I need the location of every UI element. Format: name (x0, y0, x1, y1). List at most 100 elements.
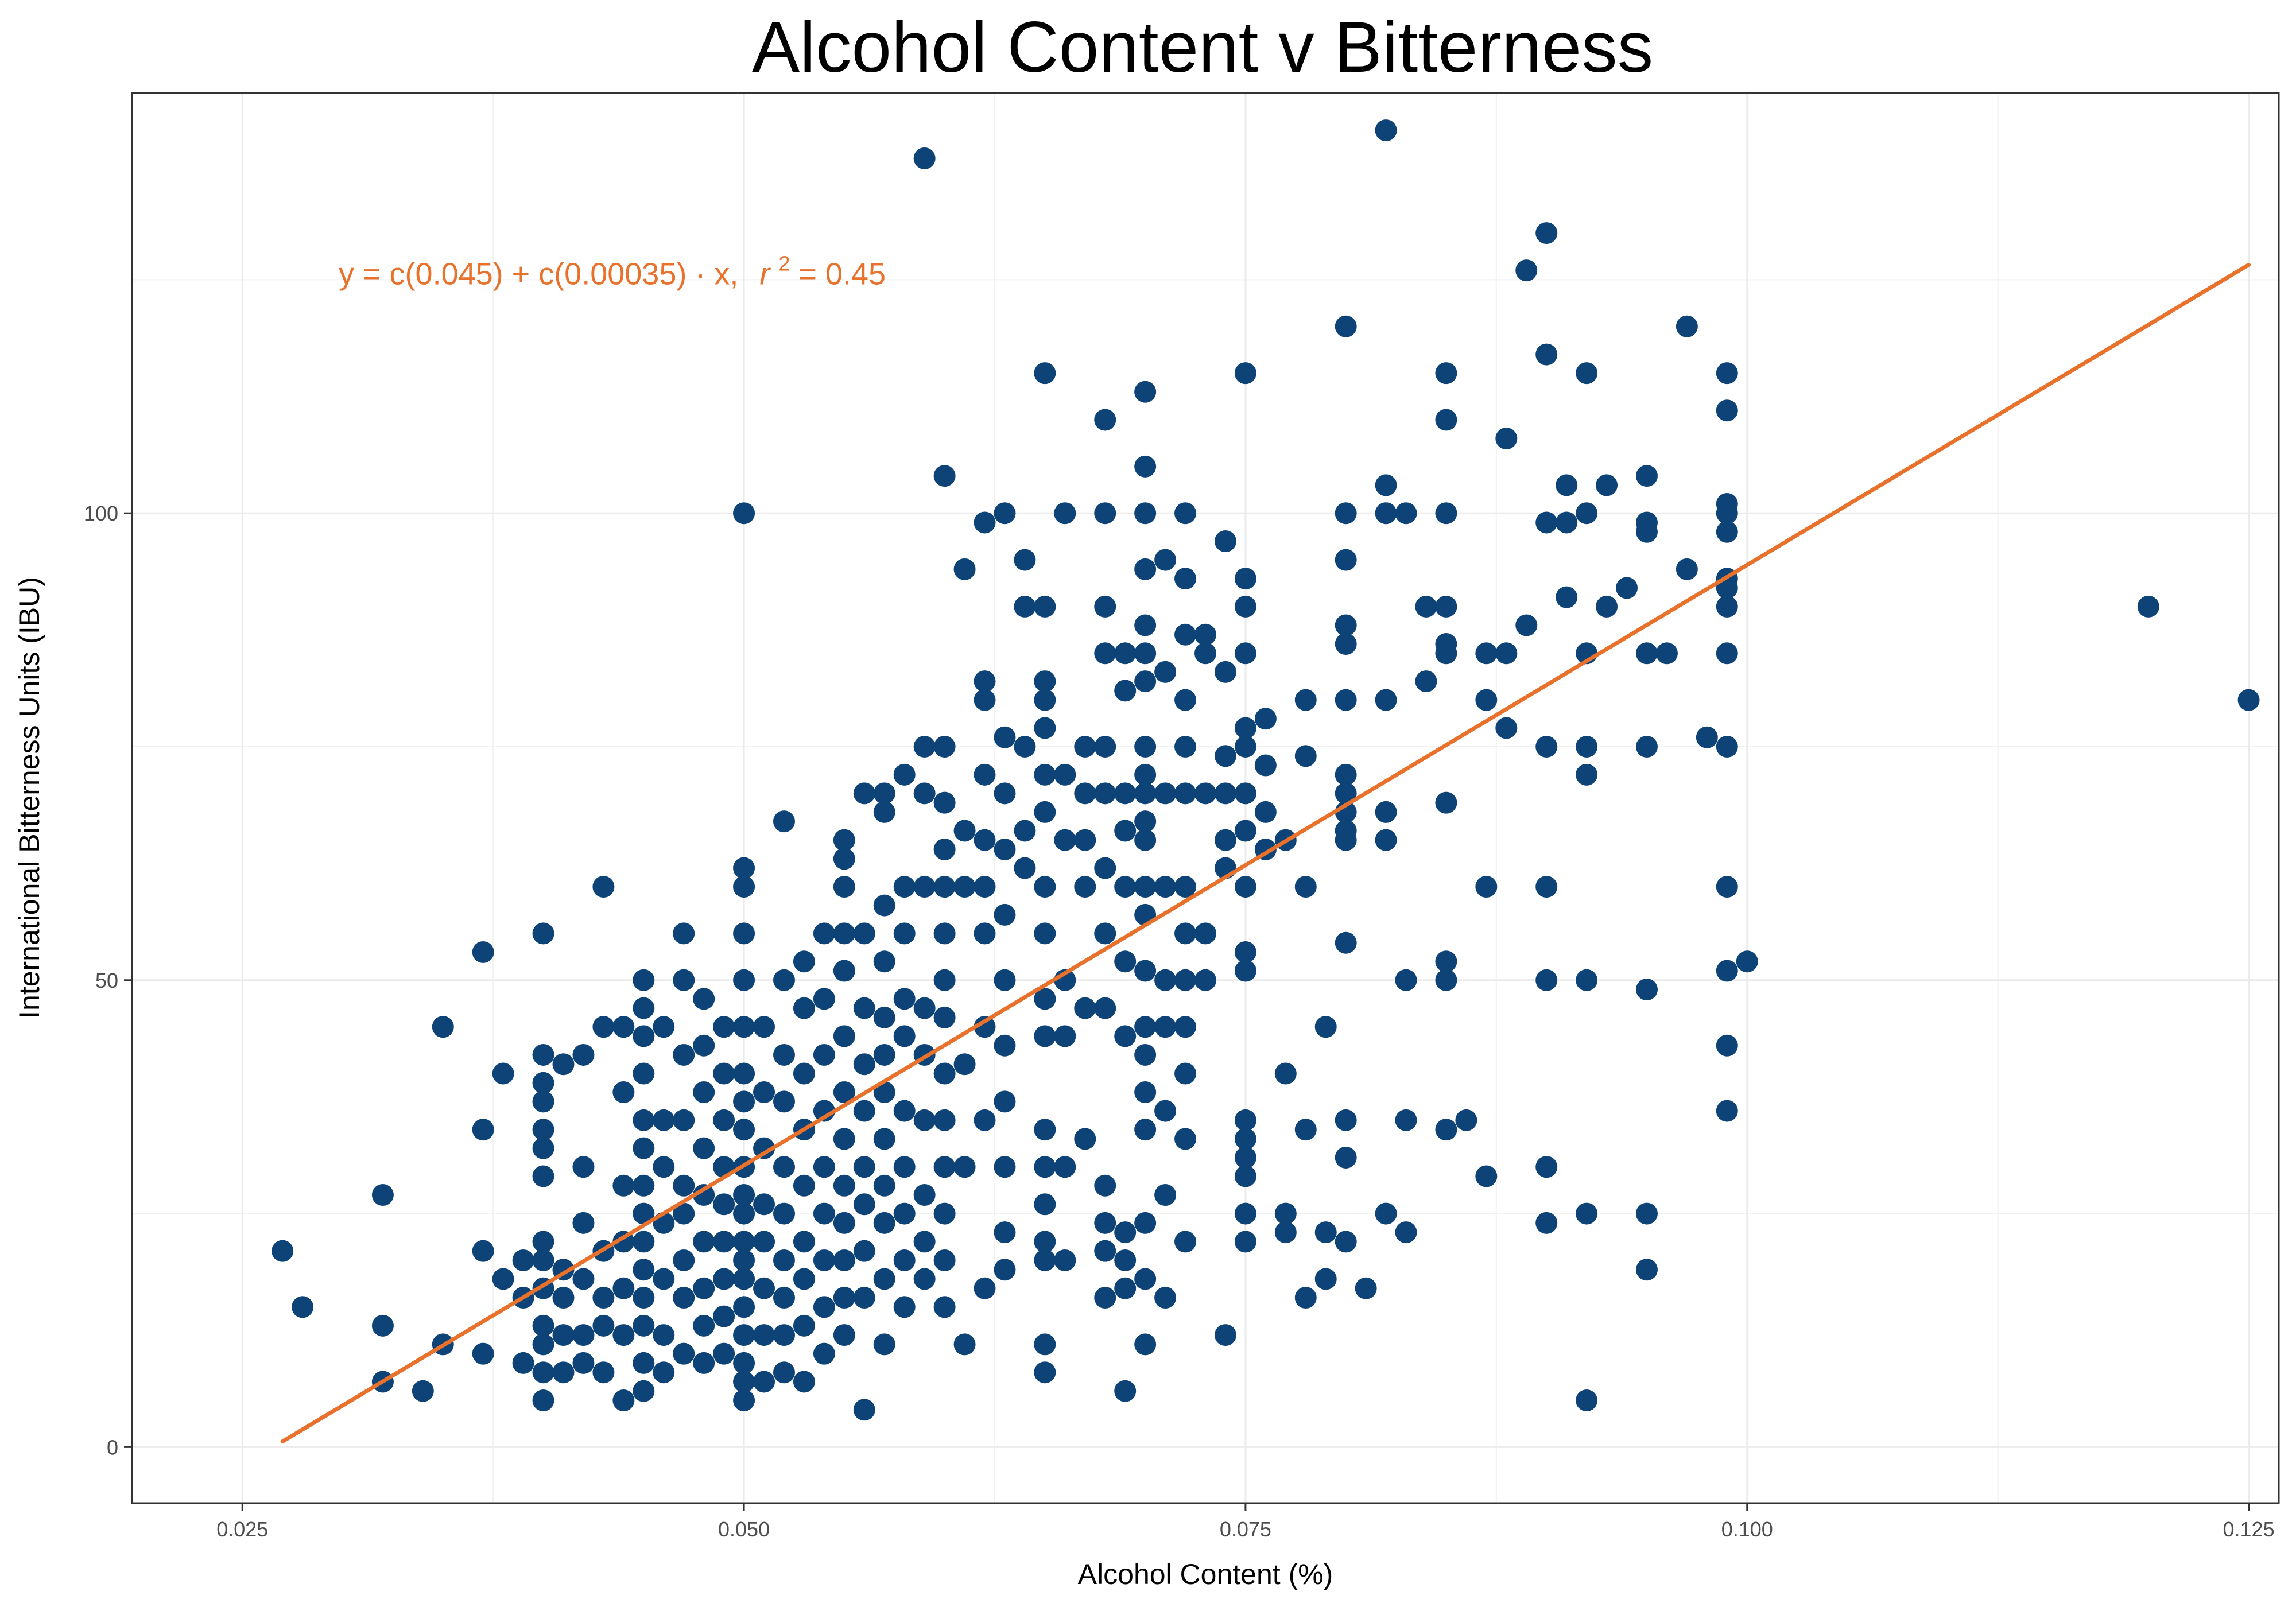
data-point (532, 1137, 554, 1159)
data-point (1556, 586, 1578, 608)
data-point (1154, 1287, 1177, 1309)
data-point (994, 1090, 1016, 1113)
data-point (1094, 997, 1116, 1019)
data-point (1375, 119, 1397, 142)
data-point (612, 1389, 635, 1412)
data-point (1034, 1361, 1056, 1384)
data-point (1134, 502, 1157, 525)
data-point (933, 838, 956, 860)
data-point (813, 988, 835, 1010)
data-point (1114, 950, 1137, 973)
data-point (713, 1268, 735, 1290)
data-point (1154, 1100, 1177, 1122)
data-point (1335, 1231, 1357, 1253)
data-point (1716, 736, 1738, 758)
data-point (1134, 642, 1157, 665)
data-point (532, 922, 554, 945)
data-point (1716, 521, 1738, 543)
data-point (994, 1259, 1016, 1281)
data-point (1094, 922, 1116, 945)
data-point (1134, 1333, 1157, 1356)
equation-r-squared: = 0.45 (798, 257, 886, 292)
data-point (713, 1016, 735, 1038)
data-point (853, 1100, 875, 1122)
data-point (933, 1156, 956, 1178)
data-point (773, 1156, 795, 1178)
data-point (1294, 876, 1317, 898)
data-point (1655, 642, 1678, 665)
x-tick-label: 0.050 (718, 1517, 770, 1541)
data-point (893, 1025, 916, 1047)
data-point (733, 1202, 755, 1225)
data-point (893, 1202, 916, 1225)
data-point (974, 670, 996, 693)
data-point (1596, 595, 1618, 618)
data-point (833, 848, 855, 870)
data-point (292, 1296, 314, 1318)
data-point (1375, 1202, 1397, 1225)
data-point (592, 876, 615, 898)
data-point (933, 1062, 956, 1085)
data-point (873, 1174, 895, 1197)
data-point (1635, 1202, 1658, 1225)
x-tick-label: 0.025 (216, 1517, 268, 1541)
data-point (1134, 614, 1157, 636)
data-point (1174, 969, 1197, 991)
data-point (853, 1240, 875, 1262)
data-point (1234, 941, 1256, 963)
data-point (653, 1156, 675, 1178)
data-point (994, 1034, 1016, 1057)
data-point (833, 1081, 855, 1104)
data-point (833, 876, 855, 898)
data-point (933, 1202, 956, 1225)
data-point (1014, 549, 1036, 571)
data-point (813, 1156, 835, 1178)
data-point (933, 922, 956, 945)
data-point (1335, 1146, 1357, 1169)
data-point (813, 922, 835, 945)
data-point (2137, 595, 2159, 618)
data-point (933, 465, 956, 487)
data-point (1034, 801, 1056, 823)
data-point (532, 1072, 554, 1094)
data-point (873, 950, 895, 973)
data-point (532, 1249, 554, 1271)
data-point (1576, 1389, 1598, 1412)
equation-main: y = c(0.045) + c(0.00035) · x, (339, 257, 738, 292)
data-point (633, 1137, 655, 1159)
data-point (1515, 614, 1538, 636)
data-point (733, 857, 755, 879)
equation-r: r (759, 257, 771, 292)
data-point (1335, 633, 1357, 655)
data-point (974, 689, 996, 711)
data-point (1154, 661, 1177, 683)
plot-border (131, 92, 2280, 1504)
data-point (1134, 1016, 1157, 1038)
data-point (673, 1174, 695, 1197)
data-point (1014, 820, 1036, 842)
data-point (913, 782, 936, 805)
data-point (1475, 689, 1498, 711)
data-point (1314, 1268, 1337, 1290)
data-point (933, 1296, 956, 1318)
data-point (1174, 689, 1197, 711)
data-point (1154, 549, 1177, 571)
data-point (853, 1156, 875, 1178)
chart-title: Alcohol Content v Bitterness (752, 7, 1653, 87)
data-point (1174, 568, 1197, 590)
data-point (1134, 558, 1157, 580)
data-point (1535, 222, 1558, 244)
data-point (673, 1202, 695, 1225)
data-point (532, 1314, 554, 1337)
data-point (833, 829, 855, 851)
data-point (733, 922, 755, 945)
data-point (893, 1296, 916, 1318)
data-point (532, 1043, 554, 1066)
data-point (1314, 1221, 1337, 1244)
data-point (733, 1016, 755, 1038)
x-tick-label: 0.125 (2223, 1517, 2275, 1541)
data-point (673, 1249, 695, 1271)
data-point (612, 1016, 635, 1038)
data-point (1134, 763, 1157, 786)
data-point (1174, 502, 1197, 525)
